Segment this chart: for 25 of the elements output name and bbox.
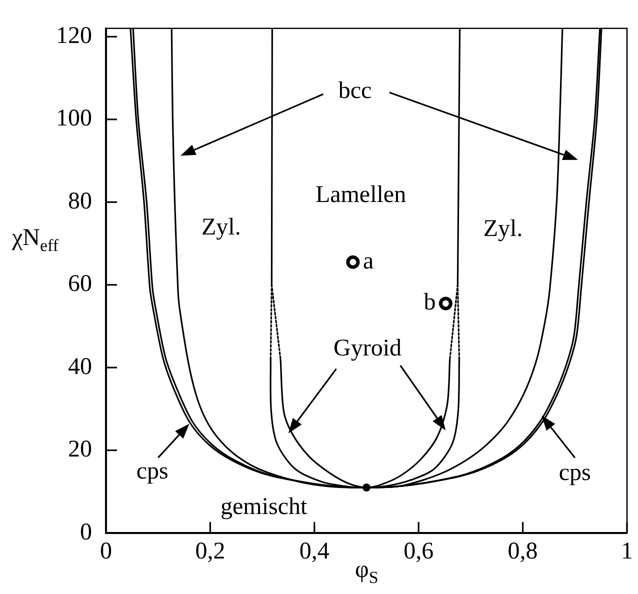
annotation: cps [136,458,168,484]
y-axis-title: χN$_{eff}$ [12,225,59,256]
x-tick-label: 0,6 [404,538,434,565]
annotation: Zyl. [201,214,241,240]
x-tick-label: 0,4 [299,538,330,565]
y-tick-label: 0 [80,519,92,546]
series-label: a [362,248,374,274]
y-tick-label: 20 [68,436,92,463]
annotation: gemischt [220,494,308,520]
series-label: b [424,290,436,316]
x-tick-label: 0 [100,538,112,565]
y-tick-label: 80 [68,188,92,214]
y-tick-label: 120 [56,22,92,49]
annotation: Gyroid [334,336,402,362]
y-tick-label: 60 [68,271,92,298]
x-axis-title: φ$_{S}$ [355,557,378,587]
annotation: bcc [338,78,372,104]
y-tick-label: 40 [68,354,92,380]
x-tick-label: 0,8 [508,538,538,565]
annotation: Lamellen [315,182,406,208]
annotation: Zyl. [483,216,523,242]
x-tick-label: 0,2 [195,538,226,565]
annotation: cps [558,460,591,486]
x-tick-label: 1 [621,538,633,565]
y-tick-label: 100 [56,106,92,132]
